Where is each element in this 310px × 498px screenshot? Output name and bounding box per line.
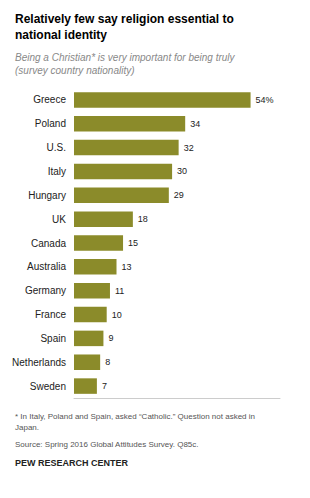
svg-text:Being a Christian* is very imp: Being a Christian* is very important for… [15, 52, 236, 63]
svg-text:France: France [35, 309, 67, 320]
svg-text:Poland: Poland [35, 118, 66, 129]
svg-text:Spain: Spain [40, 333, 66, 344]
svg-text:Germany: Germany [25, 285, 66, 296]
svg-text:11: 11 [115, 286, 124, 296]
svg-text:(survey country nationality): (survey country nationality) [15, 65, 135, 76]
svg-text:Sweden: Sweden [30, 381, 66, 392]
svg-text:54%: 54% [256, 95, 274, 105]
svg-text:Japan.: Japan. [15, 423, 39, 432]
svg-text:* In Italy, Poland and Spain,: * In Italy, Poland and Spain, asked “Cat… [15, 412, 255, 421]
svg-text:national identity: national identity [15, 28, 107, 42]
svg-text:UK: UK [52, 214, 66, 225]
svg-text:32: 32 [184, 143, 194, 153]
svg-text:Australia: Australia [27, 261, 66, 272]
svg-text:Italy: Italy [48, 166, 66, 177]
svg-text:10: 10 [112, 310, 122, 320]
svg-text:13: 13 [122, 262, 132, 272]
svg-text:Relatively few say religion es: Relatively few say religion essential to [15, 12, 234, 26]
svg-text:PEW RESEARCH CENTER: PEW RESEARCH CENTER [15, 458, 129, 468]
svg-text:Canada: Canada [31, 238, 66, 249]
svg-text:30: 30 [177, 166, 187, 176]
svg-text:8: 8 [105, 357, 110, 367]
svg-text:Hungary: Hungary [28, 190, 66, 201]
svg-text:U.S.: U.S. [47, 142, 66, 153]
svg-text:Source: Spring 2016 Global Att: Source: Spring 2016 Global Attitudes Sur… [15, 440, 199, 449]
svg-text:9: 9 [108, 333, 113, 343]
svg-text:29: 29 [174, 190, 184, 200]
svg-text:Greece: Greece [33, 94, 66, 105]
svg-text:Netherlands: Netherlands [12, 357, 66, 368]
svg-text:34: 34 [190, 119, 200, 129]
svg-text:18: 18 [138, 214, 148, 224]
svg-text:15: 15 [128, 238, 138, 248]
svg-text:7: 7 [102, 381, 107, 391]
